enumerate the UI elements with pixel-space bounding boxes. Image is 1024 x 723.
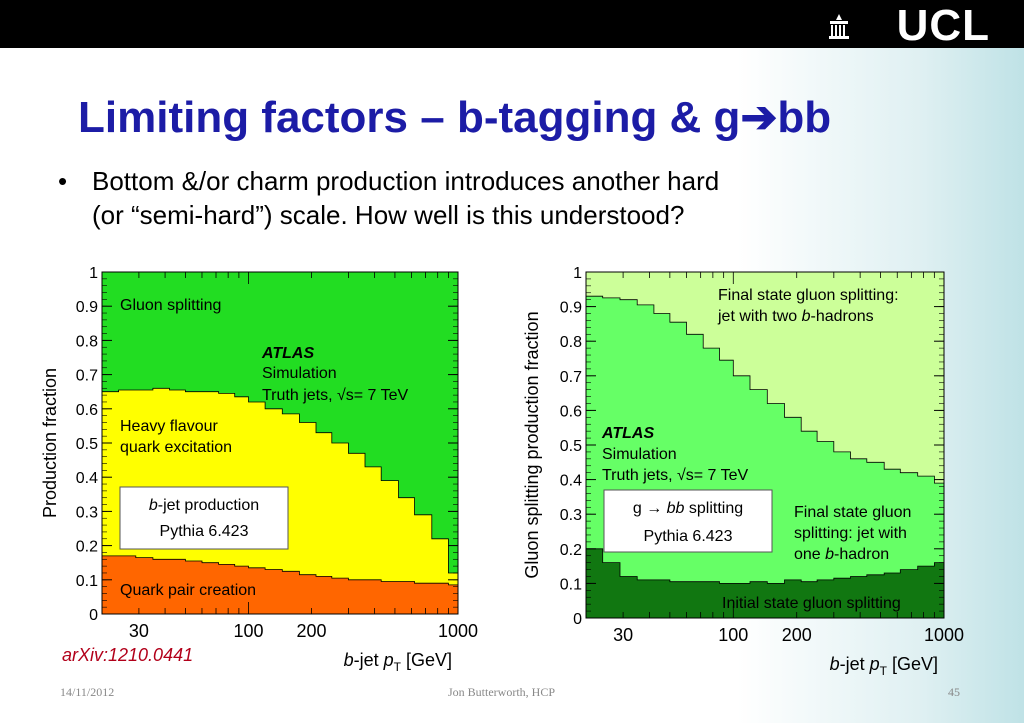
bullet-line-2: (or “semi-hard”) scale. How well is this… (92, 200, 685, 230)
chart2-label-final-one-3-part: -hadron (834, 546, 889, 563)
chart2-label-final-two-2-part: b (802, 308, 811, 325)
chart2-x-tick-label: 200 (782, 625, 812, 645)
chart1-y-tick-label: 0.8 (76, 333, 98, 350)
chart1-label-quark-pair: Quark pair creation (120, 582, 256, 599)
chart1-box-line1-part: -jet production (158, 497, 259, 514)
chart2-label-final-two-1: Final state gluon splitting: (718, 287, 899, 304)
chart2-label-final-one-1: Final state gluon (794, 504, 911, 521)
chart2-y-tick-label: 0.6 (560, 403, 582, 420)
chart2-x-tick-label: 1000 (924, 625, 964, 645)
footer-page-number: 45 (948, 685, 960, 699)
title-suffix: bb (777, 93, 832, 142)
chart2-y-tick-label: 0.1 (560, 576, 582, 593)
chart2-label-final-one-2: splitting: jet with (794, 525, 907, 542)
chart1-x-axis-label-part: -jet (354, 650, 384, 670)
chart2-y-tick-label: 0.3 (560, 507, 582, 524)
ucl-logo: UCL (896, 1, 990, 50)
chart2-label-initial-state: Initial state gluon splitting (722, 595, 901, 612)
chart2-info-box (603, 489, 773, 553)
chart2-region-bottom (585, 548, 945, 619)
chart2-x-axis-label-part: p (869, 654, 880, 674)
chart1-atlas-label: ATLAS (261, 345, 314, 362)
chart1-box-line1: b-jet production (149, 497, 259, 514)
chart2-label-final-two-2-part: -hadrons (811, 308, 874, 325)
footer-date: 14/11/2012 (60, 685, 115, 699)
bullet-line-1: Bottom &/or charm production introduces … (92, 166, 720, 196)
header-bar: UCL (0, 0, 1024, 48)
chart2-y-tick-label: 1 (573, 265, 582, 282)
chart1-x-tick-label: 200 (297, 621, 327, 641)
chart1-truth-label: Truth jets, √s= 7 TeV (262, 387, 409, 404)
ucl-portico-icon (829, 14, 849, 39)
chart2-x-axis-label-part: -jet (840, 654, 870, 674)
arxiv-reference: arXiv:1210.0441 (62, 645, 194, 665)
chart1-x-axis-label-part: p (383, 650, 394, 670)
chart1-y-tick-label: 0.5 (76, 436, 98, 453)
chart2-box-line1: g → bb splitting (633, 500, 743, 517)
title-prefix: Limiting factors – b-tagging & g (78, 93, 741, 142)
bullet-symbol: • (58, 166, 68, 196)
chart2-box-line1-part: bb (667, 500, 685, 517)
chart1-y-tick-label: 0.2 (76, 539, 98, 556)
chart2-y-axis-label: Gluon splitting production fraction (522, 311, 542, 578)
chart1-label-heavy-flavour-2: quark excitation (120, 439, 232, 456)
chart2-y-tick-label: 0.4 (560, 473, 582, 490)
chart1-label-gluon-splitting: Gluon splitting (120, 297, 221, 314)
chart1-x-tick-label: 100 (233, 621, 263, 641)
chart2-label-final-two-2: jet with two b-hadrons (717, 308, 874, 325)
chart2-truth-label: Truth jets, √s= 7 TeV (602, 467, 749, 484)
bullet-text: Bottom &/or charm production introduces … (92, 164, 952, 232)
chart1-y-tick-label: 0.9 (76, 299, 98, 316)
chart2-y-tick-label: 0.2 (560, 542, 582, 559)
chart2-label-final-one-3-part: one (794, 546, 825, 563)
chart1-y-tick-label: 0.7 (76, 368, 98, 385)
chart1-y-axis-label: Production fraction (40, 368, 60, 518)
chart1-y-tick-label: 0.1 (76, 573, 98, 590)
chart1-y-tick-label: 1 (89, 265, 98, 282)
chart2-simulation-label: Simulation (602, 446, 677, 463)
chart1-box-line2: Pythia 6.423 (160, 523, 249, 540)
chart1-y-tick-label: 0.6 (76, 402, 98, 419)
chart2-y-tick-label: 0 (573, 611, 582, 628)
chart2-x-axis-label-part: b (830, 654, 840, 674)
chart2-box-line1-part: g → (633, 500, 667, 517)
chart2-label-final-two-2-part: jet with two (717, 308, 802, 325)
chart2-atlas-label: ATLAS (601, 425, 654, 442)
chart2-y-tick-label: 0.8 (560, 334, 582, 351)
chart1-label-heavy-flavour-1: Heavy flavour (120, 418, 218, 435)
chart2-y-tick-label: 0.9 (560, 300, 582, 317)
chart1-x-tick-label: 1000 (438, 621, 478, 641)
slide-title: Limiting factors – b-tagging & g➔bb (78, 92, 831, 143)
chart1-x-tick-label: 30 (129, 621, 149, 641)
chart2-x-tick-label: 100 (718, 625, 748, 645)
chart2-box-line2: Pythia 6.423 (644, 528, 733, 545)
chart1-y-tick-label: 0.3 (76, 504, 98, 521)
chart2-x-axis-label-part: [GeV] (887, 654, 938, 674)
footer-author: Jon Butterworth, HCP (448, 685, 556, 699)
title-arrow: ➔ (740, 93, 778, 142)
chart2-label-final-one-3-part: b (825, 546, 834, 563)
chart1-simulation-label: Simulation (262, 365, 337, 382)
chart1-region-bottom (101, 555, 459, 615)
chart1-x-axis-label-part: T (394, 660, 402, 674)
chart2-y-tick-label: 0.5 (560, 438, 582, 455)
chart2-x-axis-label: b-jet pT [GeV] (830, 654, 938, 678)
chart1-y-tick-label: 0 (89, 607, 98, 624)
chart2-x-axis-label-part: T (880, 664, 888, 678)
chart1-box-line1-part: b (149, 497, 158, 514)
chart2-box-line1-part: splitting (684, 500, 743, 517)
chart2-x-tick-label: 30 (613, 625, 633, 645)
chart2-label-final-one-3: one b-hadron (794, 546, 889, 563)
chart1-x-axis-label-part: b (344, 650, 354, 670)
chart2-y-tick-label: 0.7 (560, 369, 582, 386)
chart1-y-tick-label: 0.4 (76, 470, 98, 487)
chart1-x-axis-label-part: [GeV] (401, 650, 452, 670)
chart1-info-box (119, 486, 289, 550)
chart1-x-axis-label: b-jet pT [GeV] (344, 650, 452, 674)
